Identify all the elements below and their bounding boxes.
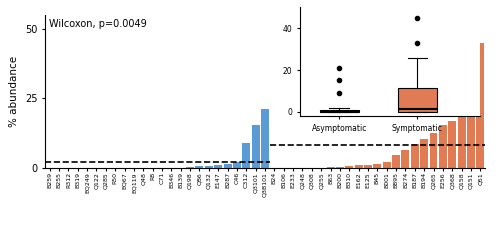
Bar	[336, 167, 344, 168]
Bar	[196, 166, 203, 168]
Bar	[186, 166, 194, 168]
Bar	[224, 164, 232, 168]
PathPatch shape	[320, 110, 358, 112]
Bar	[420, 139, 428, 168]
Bar	[382, 162, 390, 168]
Bar	[467, 76, 475, 168]
Bar	[458, 96, 466, 168]
Bar	[374, 164, 382, 168]
Text: Wilcoxon, p=0.0049: Wilcoxon, p=0.0049	[50, 20, 147, 29]
Bar	[346, 166, 353, 168]
Bar	[326, 167, 334, 168]
Bar	[411, 144, 419, 168]
Bar	[214, 165, 222, 168]
Bar	[448, 121, 456, 168]
Bar	[476, 43, 484, 168]
Bar	[261, 109, 269, 168]
PathPatch shape	[398, 88, 437, 112]
Bar	[364, 165, 372, 168]
Bar	[402, 150, 409, 168]
Bar	[392, 155, 400, 168]
Bar	[205, 166, 213, 168]
Bar	[439, 125, 447, 168]
Bar	[233, 162, 241, 168]
Bar	[430, 133, 438, 168]
Bar	[242, 143, 250, 168]
Y-axis label: % abundance: % abundance	[10, 56, 20, 127]
Bar	[252, 125, 260, 168]
Bar	[354, 165, 362, 168]
